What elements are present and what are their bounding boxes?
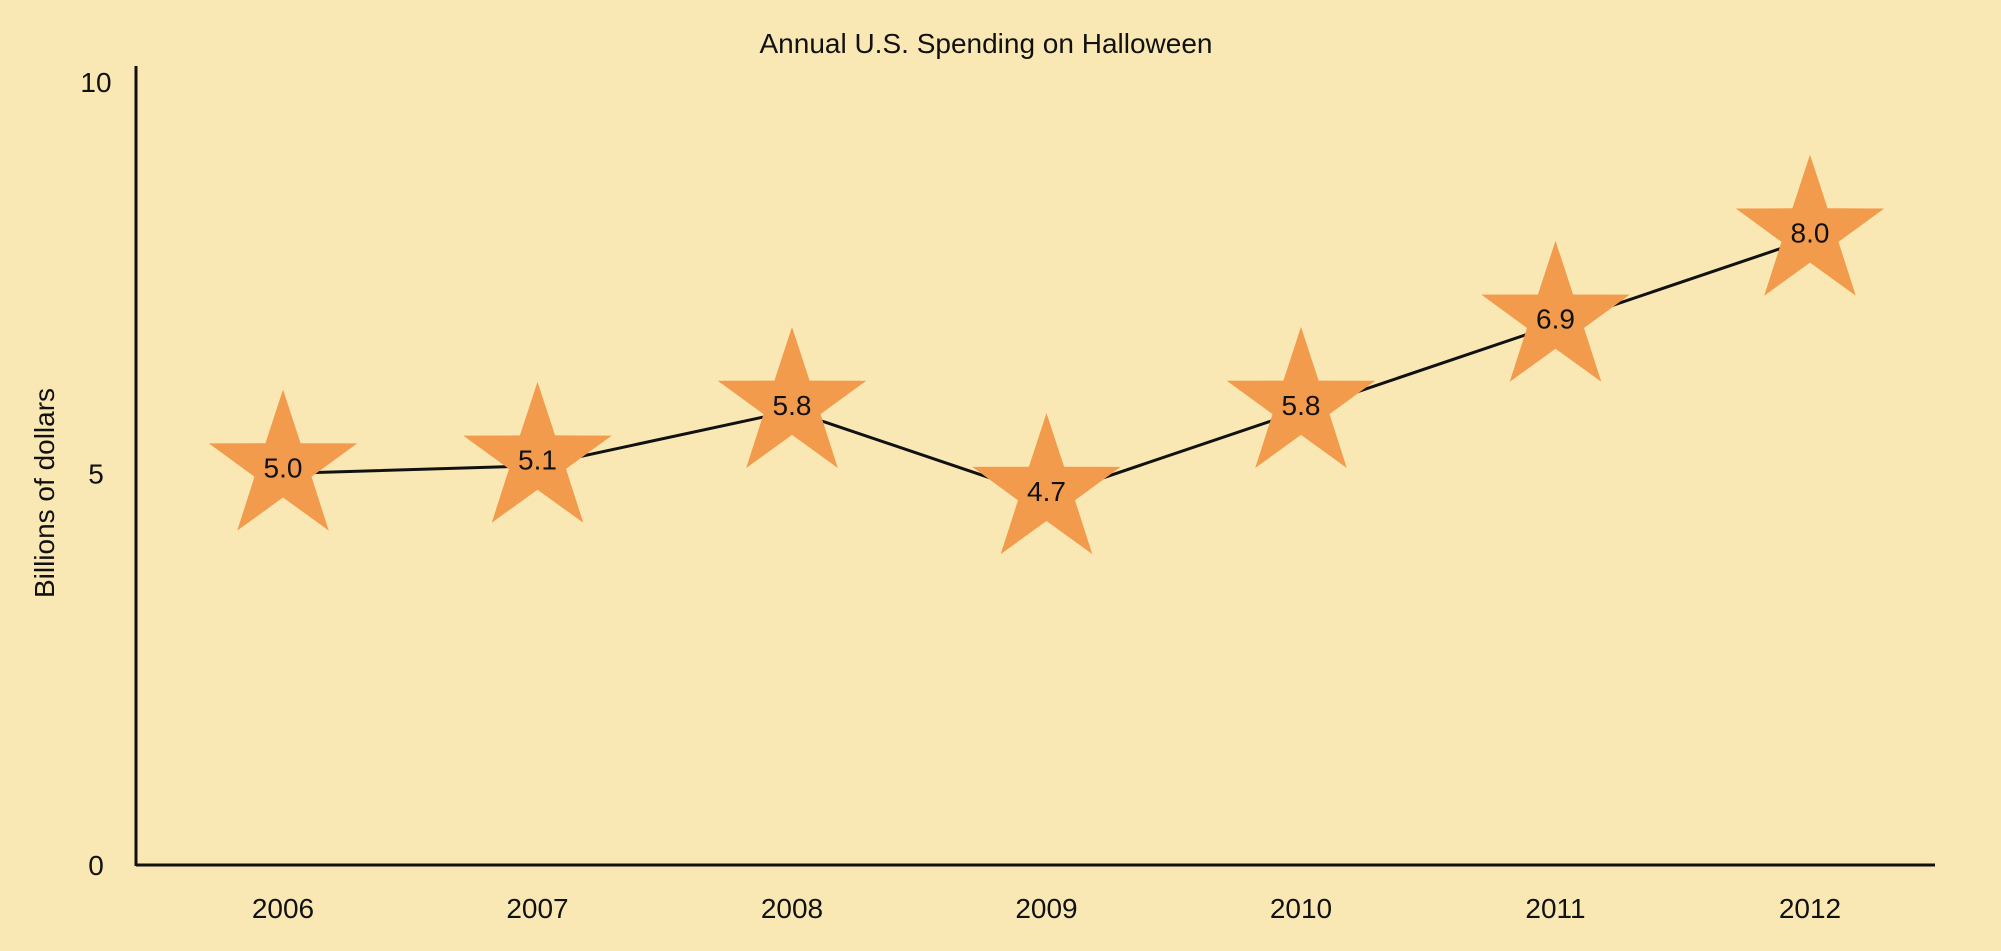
star-marker [1226, 326, 1376, 468]
data-label: 6.9 [1536, 304, 1575, 335]
y-axis-title: Billions of dollars [29, 388, 60, 598]
data-label: 5.1 [518, 445, 557, 476]
x-tick-label: 2007 [506, 893, 568, 924]
star-marker [717, 326, 867, 468]
star-marker [208, 389, 358, 531]
star-marker [1735, 154, 1885, 296]
star-markers [208, 154, 1885, 555]
y-tick-labels: 0 5 10 [80, 67, 111, 881]
data-labels: 5.0 5.1 5.8 4.7 5.8 6.9 8.0 [264, 218, 1830, 507]
x-tick-label: 2010 [1270, 893, 1332, 924]
data-label: 5.0 [264, 453, 303, 484]
x-tick-label: 2008 [761, 893, 823, 924]
star-marker [972, 413, 1121, 555]
data-label: 5.8 [1282, 390, 1321, 421]
y-tick-label: 10 [80, 67, 111, 98]
chart-title: Annual U.S. Spending on Halloween [760, 28, 1213, 59]
y-tick-label: 0 [88, 850, 104, 881]
x-tick-labels: 2006 2007 2008 2009 2010 2011 2012 [252, 893, 1841, 924]
x-tick-label: 2006 [252, 893, 314, 924]
x-tick-label: 2011 [1525, 893, 1585, 924]
y-tick-label: 5 [88, 459, 104, 490]
data-label: 4.7 [1027, 476, 1066, 507]
star-marker [463, 381, 612, 523]
data-label: 5.8 [773, 390, 812, 421]
star-marker [1481, 240, 1630, 382]
x-tick-label: 2009 [1015, 893, 1077, 924]
data-label: 8.0 [1791, 218, 1830, 249]
x-tick-label: 2012 [1779, 893, 1841, 924]
